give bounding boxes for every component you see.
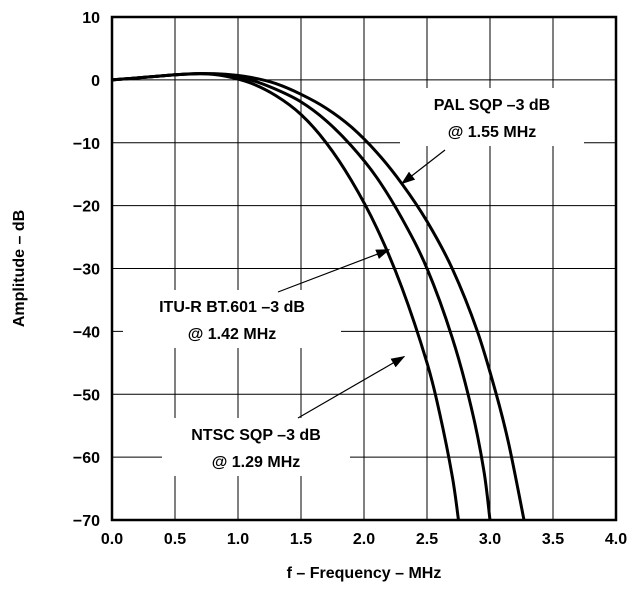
x-tick-labels: 0.0 0.5 1.0 1.5 2.0 2.5 3.0 3.5 4.0 <box>101 531 627 548</box>
x-tick-label: 1.0 <box>227 531 249 548</box>
annotation-text: @ 1.42 MHz <box>188 326 277 343</box>
annotation-3: NTSC SQP –3 dB @ 1.29 MHz <box>162 356 406 476</box>
y-tick-label: −30 <box>73 262 100 279</box>
annotation-text: ITU-R BT.601 –3 dB <box>159 299 305 316</box>
annotation-background <box>162 418 350 476</box>
y-tick-label: −20 <box>73 199 100 216</box>
annotation-arrow <box>297 356 406 419</box>
y-tick-label: −70 <box>73 513 100 530</box>
annotation-2: ITU-R BT.601 –3 dB @ 1.42 MHz <box>123 249 391 348</box>
y-tick-label: 0 <box>91 73 100 90</box>
y-axis-label: Amplitude – dB <box>11 210 28 327</box>
annotations: PAL SQP –3 dB @ 1.55 MHz ITU-R BT.601 –3 d… <box>123 88 584 476</box>
curves <box>111 72 526 521</box>
plot-frame <box>110 15 618 522</box>
x-tick-label: 4.0 <box>605 531 627 548</box>
y-tick-labels: 10 0 −10 −20 −30 −40 −50 −60 −70 <box>73 10 100 530</box>
x-tick-label: 2.0 <box>353 531 375 548</box>
y-tick-label: −60 <box>73 450 100 467</box>
y-tick-label: 10 <box>82 10 100 27</box>
y-tick-label: −50 <box>73 387 100 404</box>
annotation-text: PAL SQP –3 dB <box>434 97 550 114</box>
x-tick-label: 3.5 <box>542 531 564 548</box>
y-tick-label: −10 <box>73 136 100 153</box>
annotation-arrow <box>401 149 446 185</box>
annotation-text: @ 1.55 MHz <box>448 124 537 141</box>
annotation-text: @ 1.29 MHz <box>212 454 301 471</box>
x-tick-label: 2.5 <box>416 531 438 548</box>
x-tick-label: 0.0 <box>101 531 123 548</box>
x-axis-label: f – Frequency – MHz <box>287 565 442 582</box>
response-curve-3 <box>111 72 526 521</box>
annotation-background <box>400 88 584 146</box>
annotation-text: NTSC SQP –3 dB <box>191 427 321 444</box>
annotation-arrow <box>277 249 391 293</box>
y-tick-label: −40 <box>73 324 100 341</box>
x-tick-label: 0.5 <box>164 531 186 548</box>
x-tick-label: 3.0 <box>479 531 501 548</box>
annotation-1: PAL SQP –3 dB @ 1.55 MHz <box>400 88 584 185</box>
x-tick-label: 1.5 <box>290 531 312 548</box>
annotation-background <box>123 290 341 348</box>
